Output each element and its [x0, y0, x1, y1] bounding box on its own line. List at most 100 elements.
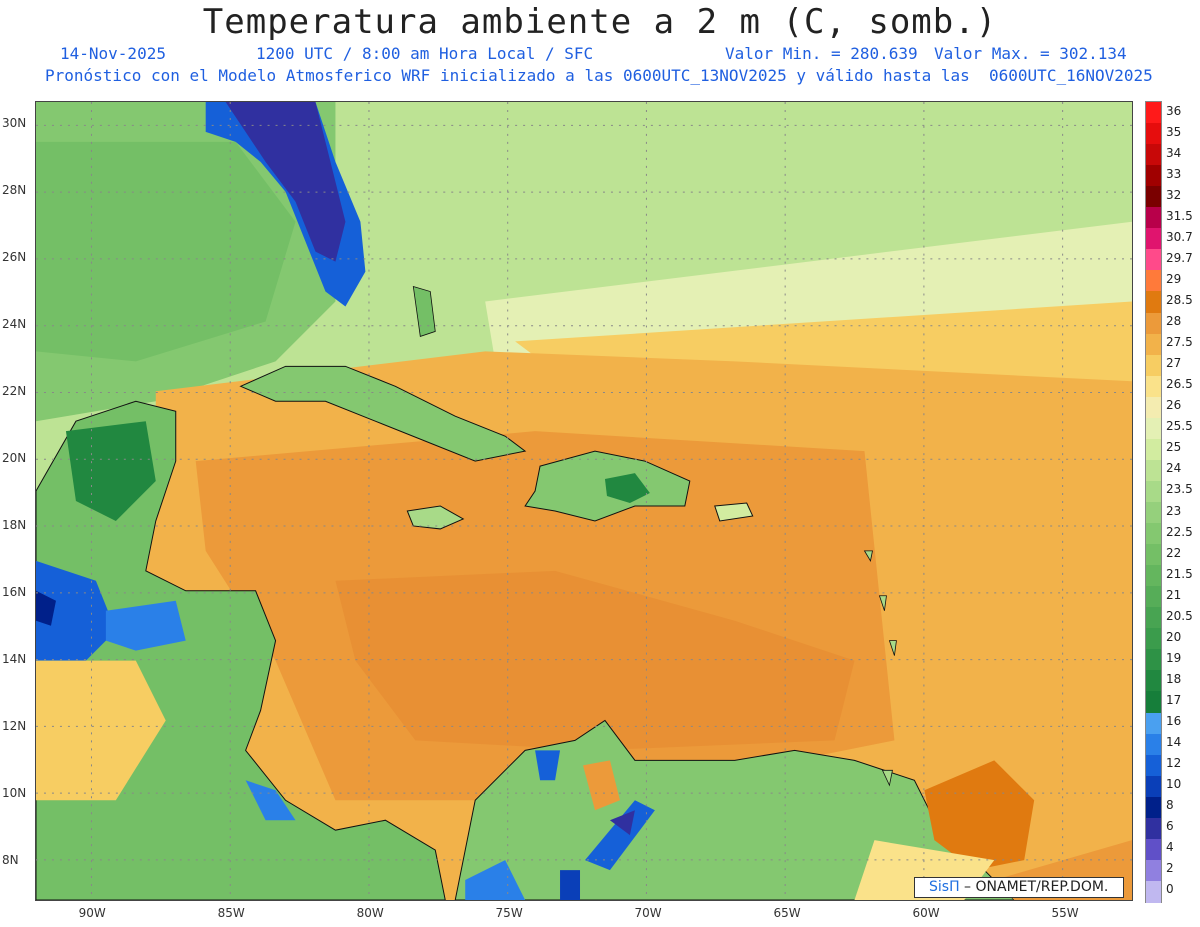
colorbar-segment: [1146, 375, 1161, 398]
model-info: Pronóstico con el Modelo Atmosferico WRF…: [45, 66, 1153, 85]
lat-tick-label: 28N: [2, 183, 27, 198]
colorbar-segment: [1146, 459, 1161, 482]
colorbar-label: 23.5: [1166, 482, 1193, 497]
lon-tick-label: 90W: [78, 906, 106, 920]
colorbar-label: 32: [1166, 187, 1182, 202]
colorbar-segment: [1146, 333, 1161, 356]
credit-box: SisΠ – ONAMET/REP.DOM.: [914, 877, 1124, 898]
colorbar-label: 19: [1166, 650, 1182, 665]
colorbar-segment: [1146, 628, 1161, 651]
bahamas: [412, 285, 436, 337]
lon-tick-label: 60W: [912, 906, 940, 920]
colorbar-segment: [1146, 312, 1161, 335]
colorbar-label: 2: [1166, 861, 1174, 876]
colorbar-label: 12: [1166, 756, 1182, 771]
jamaica: [406, 505, 465, 530]
lat-tick-label: 20N: [2, 451, 27, 466]
colorbar-segment: [1146, 544, 1161, 567]
graticule: [36, 102, 1132, 900]
central-america: [36, 400, 446, 900]
forecast-time: 1200 UTC / 8:00 am Hora Local / SFC: [256, 44, 594, 63]
colorbar-segment: [1146, 586, 1161, 609]
lat-tick-label: 26N: [2, 250, 27, 265]
colorbar-segment: [1146, 880, 1161, 903]
lon-tick-label: 70W: [634, 906, 662, 920]
colorbar-segment: [1146, 165, 1161, 188]
colorbar-segment: [1146, 775, 1161, 798]
colorbar-segment: [1146, 102, 1161, 124]
colorbar-label: 20: [1166, 629, 1182, 644]
colorbar-label: 24: [1166, 461, 1182, 476]
colorbar-segment: [1146, 607, 1161, 630]
colorbar-label: 21: [1166, 587, 1182, 602]
colorbar-label: 17: [1166, 693, 1182, 707]
colorbar-segment: [1146, 354, 1161, 377]
colorbar-label: 14: [1166, 735, 1182, 750]
colorbar-segment: [1146, 186, 1161, 209]
sispi-logo-text: SisΠ: [929, 879, 960, 895]
colorbar-label: 6: [1166, 819, 1174, 834]
colorbar-label: 29: [1166, 271, 1182, 286]
colorbar-segment: [1146, 249, 1161, 272]
credit-org: – ONAMET/REP.DOM.: [959, 879, 1109, 895]
colorbar-label: 25.5: [1166, 419, 1193, 434]
colorbar-segment: [1146, 291, 1161, 314]
lon-tick-label: 80W: [356, 906, 384, 920]
colorbar-label: 20.5: [1166, 608, 1193, 623]
colorbar-label: 23: [1166, 503, 1182, 518]
colorbar-segment: [1146, 712, 1161, 735]
colorbar-segment: [1146, 565, 1161, 588]
colorbar-label: 30.7: [1166, 229, 1193, 244]
lat-tick-label: 10N: [2, 785, 27, 800]
lat-tick-label: 12N: [2, 718, 27, 733]
colorbar-label: 22.5: [1166, 524, 1193, 539]
lat-tick-label: 16N: [2, 585, 27, 600]
colorbar-label: 36: [1166, 103, 1182, 118]
colorbar-segment: [1146, 670, 1161, 693]
lat-tick-label: 14N: [2, 651, 27, 666]
cuba: [239, 365, 527, 462]
lon-tick-label: 55W: [1051, 906, 1079, 920]
colorbar-segment: [1146, 502, 1161, 524]
colorbar-segment: [1146, 438, 1161, 461]
max-value: Valor Max. = 302.134: [934, 44, 1127, 63]
colorbar-segment: [1146, 796, 1161, 819]
colorbar-label: 25: [1166, 440, 1182, 455]
colorbar-segment: [1146, 207, 1161, 230]
colorbar-segment: [1146, 649, 1161, 672]
colorbar-segment: [1146, 123, 1161, 146]
temperature-map: [35, 101, 1133, 901]
colorbar-label: 4: [1166, 840, 1174, 855]
colorbar-label: 35: [1166, 124, 1182, 139]
colorbar-label: 28.5: [1166, 293, 1193, 307]
min-value: Valor Min. = 280.639: [725, 44, 918, 63]
colorbar-label: 26.5: [1166, 377, 1193, 392]
puerto-rico: [714, 502, 754, 522]
lat-tick-label: 22N: [2, 384, 27, 399]
lon-tick-label: 65W: [773, 906, 801, 920]
colorbar-label: 22: [1166, 545, 1182, 560]
colorbar-label: 16: [1166, 714, 1182, 729]
colorbar-label: 18: [1166, 671, 1182, 686]
colorbar-segment: [1146, 270, 1161, 293]
chart-title: Temperatura ambiente a 2 m (C, somb.): [202, 2, 998, 42]
colorbar-segment: [1146, 396, 1161, 419]
colorbar-label: 27.5: [1166, 335, 1193, 350]
colorbar-label: 28: [1166, 314, 1182, 329]
colorbar-segment: [1146, 733, 1161, 756]
colorbar-label: 33: [1166, 166, 1182, 181]
colorbar-label: 29.7: [1166, 250, 1193, 265]
colorbar: [1145, 101, 1162, 903]
colorbar-label: 27: [1166, 356, 1182, 371]
colorbar-segment: [1146, 228, 1161, 251]
colorbar-segment: [1146, 838, 1161, 861]
lat-tick-label: 24N: [2, 317, 27, 332]
colorbar-label: 26: [1166, 398, 1182, 413]
colorbar-segment: [1146, 523, 1161, 546]
colorbar-segment: [1146, 691, 1161, 714]
forecast-date: 14-Nov-2025: [60, 44, 166, 63]
colorbar-segment: [1146, 817, 1161, 840]
lat-tick-label: 8N: [2, 852, 19, 867]
colorbar-label: 21.5: [1166, 566, 1193, 581]
colorbar-label: 34: [1166, 145, 1182, 160]
